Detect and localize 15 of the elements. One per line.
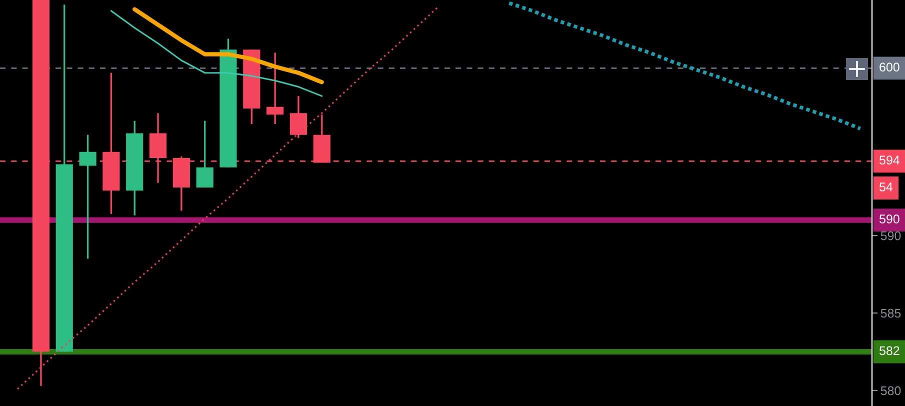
line-series (507, 1, 862, 130)
text: 54 (880, 182, 893, 192)
line-series (132, 7, 324, 84)
line-series (16, 5, 440, 390)
y-tick-label: 590 (880, 231, 901, 240)
y-tick-label: 585 (880, 308, 901, 318)
annotation: 600 (880, 62, 900, 72)
candlestick (266, 52, 284, 125)
candlestick (79, 134, 96, 260)
y-tick-label: 580 (880, 386, 901, 396)
candlestick (196, 120, 214, 188)
line-series (110, 10, 323, 97)
candlestick (290, 95, 308, 139)
annotation: 594 (880, 156, 900, 165)
annotation: 582 (880, 346, 900, 356)
